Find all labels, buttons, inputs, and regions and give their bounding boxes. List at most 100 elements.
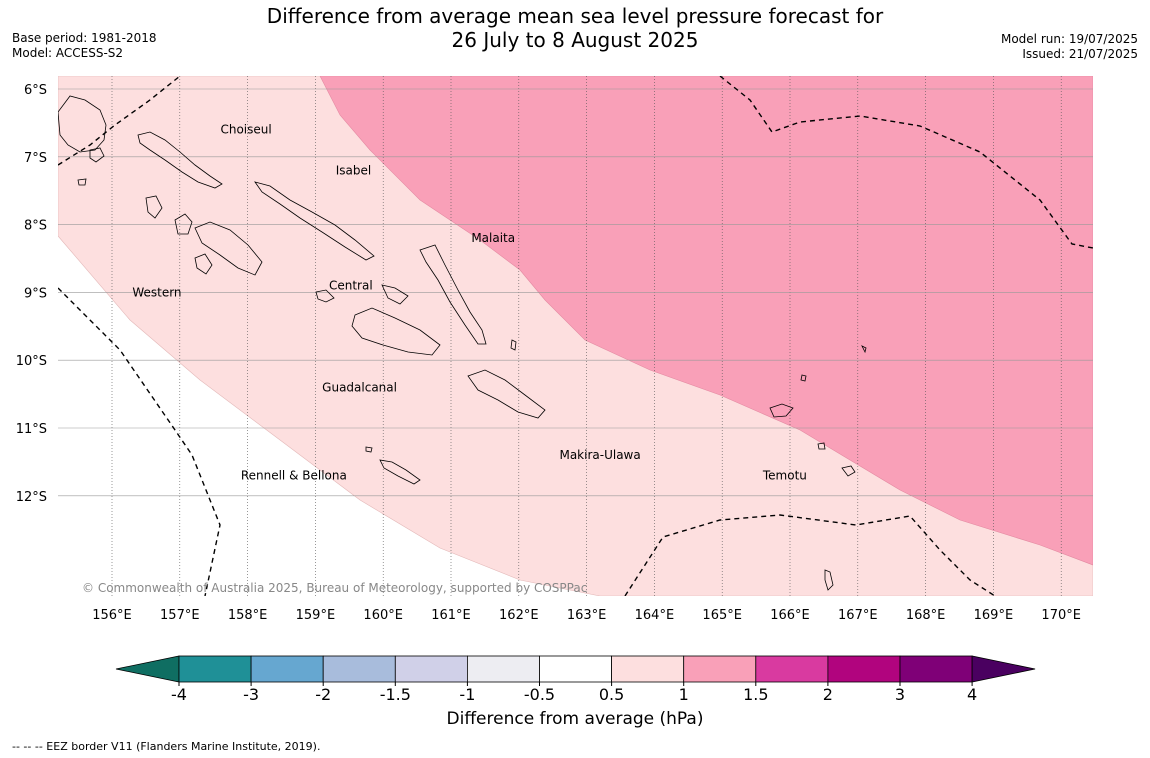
lat-tick-label: 6°S: [24, 83, 47, 98]
colorbar-tick-label: 2: [823, 685, 833, 704]
region-label: Makira-Ulawa: [559, 448, 640, 462]
longitude-labels: 156°E 157°E 158°E 159°E 160°E 161°E 162°E 163°E…: [92, 608, 1081, 623]
island-bougainville: [58, 95, 107, 153]
issued-date: Issued: 21/07/2025: [1022, 47, 1138, 61]
colorbar-tick-label: 1: [679, 685, 689, 704]
island-makira: [467, 369, 546, 419]
lat-tick-label: 7°S: [24, 151, 47, 166]
colorbar-tick-label: -3: [243, 685, 259, 704]
island-vanikoro: [817, 442, 826, 450]
colorbar-tick-label: -0.5: [524, 685, 555, 704]
copyright-notice: © Commonwealth of Australia 2025, Bureau…: [82, 581, 587, 595]
lat-tick-label: 10°S: [16, 354, 47, 369]
island-bellona: [365, 446, 373, 453]
map-area: Choiseul Isabel Malaita Western Central Guada…: [58, 76, 1093, 596]
title-line-1: Difference from average mean sea level p…: [266, 4, 884, 28]
island-ulawa: [510, 339, 517, 351]
colorbar-segment: [178, 655, 252, 683]
island-ndende: [769, 403, 794, 418]
colorbar-segment: [683, 655, 757, 683]
colorbar-segment: [322, 655, 396, 683]
lon-tick-label: 166°E: [770, 608, 810, 623]
eez-border-png-south: [58, 287, 221, 596]
island-russell: [381, 284, 409, 305]
region-labels: Choiseul Isabel Malaita Western Central Guada…: [132, 123, 807, 483]
lon-tick-label: 161°E: [431, 608, 471, 623]
island-choiseul: [137, 131, 223, 189]
eez-legend-note: -- -- -- EEZ border V11 (Flanders Marine…: [12, 740, 321, 753]
island-treasury: [77, 178, 87, 186]
colorbar-segment: [827, 655, 901, 683]
region-label: Isabel: [336, 163, 371, 177]
lon-tick-label: 157°E: [160, 608, 200, 623]
island-new-georgia: [194, 221, 263, 276]
latitude-labels: 6°S 7°S 8°S 9°S 10°S 11°S 12°S: [16, 83, 47, 505]
colorbar-segment: [611, 655, 685, 683]
title-line-2: 26 July to 8 August 2025: [451, 28, 699, 52]
region-label: Central: [329, 279, 373, 293]
lon-tick-label: 158°E: [228, 608, 268, 623]
colorbar-tick-label: 3: [895, 685, 905, 704]
lon-tick-label: 159°E: [296, 608, 336, 623]
island-isabel: [254, 181, 375, 261]
lat-tick-label: 12°S: [16, 490, 47, 505]
region-label: Rennell & Bellona: [241, 468, 347, 482]
colorbar-segment: [539, 655, 612, 683]
map-title: Difference from average mean sea level p…: [0, 4, 1150, 52]
lon-tick-label: 170°E: [1041, 608, 1081, 623]
colorbar-title: Difference from average (hPa): [446, 709, 704, 729]
island-rennell: [379, 459, 421, 485]
colorbar-tick-label: 0.5: [599, 685, 624, 704]
islands: [58, 95, 867, 591]
colorbar-tick-label: 1.5: [743, 685, 768, 704]
run-info: Model run: 19/07/2025 Issued: 21/07/2025: [1001, 32, 1138, 62]
model-run-date: Model run: 19/07/2025: [1000, 32, 1138, 46]
colorbar-tick-label: 4: [967, 685, 977, 704]
island-vella-lavella: [174, 213, 193, 235]
colorbar-tick-label: -2: [315, 685, 331, 704]
island-malaita: [419, 244, 487, 345]
colorbar-extend-high: [971, 655, 1036, 683]
colorbar-segment: [466, 655, 540, 683]
colorbar-segment: [899, 655, 973, 683]
colorbar-tick-label: -1: [459, 685, 475, 704]
region-label: Temotu: [762, 468, 807, 482]
lat-tick-label: 8°S: [24, 219, 47, 234]
colorbar: -4 -3 -2 -1.5 -1 -0.5 0.5 1 1.5 2 3 4: [115, 655, 1036, 704]
island-rendova: [194, 253, 213, 275]
lon-tick-label: 167°E: [838, 608, 878, 623]
lon-tick-label: 165°E: [702, 608, 742, 623]
model-name: Model: ACCESS-S2: [12, 46, 124, 60]
colorbar-segment: [755, 655, 829, 683]
colorbar-tick-label: -1.5: [380, 685, 411, 704]
model-info: Base period: 1981-2018 Model: ACCESS-S2: [12, 31, 157, 61]
colorbar-segment: [250, 655, 324, 683]
colorbar-segment: [394, 655, 468, 683]
region-label: Western: [132, 285, 181, 299]
lon-tick-label: 162°E: [499, 608, 539, 623]
lon-tick-label: 160°E: [363, 608, 403, 623]
eez-border-tuvalu: [719, 76, 1093, 249]
region-label: Guadalcanal: [322, 380, 397, 394]
colorbar-tick-label: -4: [171, 685, 187, 704]
lon-tick-label: 168°E: [906, 608, 946, 623]
lon-tick-label: 164°E: [635, 608, 675, 623]
base-period: Base period: 1981-2018: [12, 31, 157, 45]
lat-tick-label: 11°S: [16, 422, 47, 437]
region-label: Choiseul: [220, 123, 271, 137]
island-utupua: [841, 465, 856, 477]
lon-tick-label: 163°E: [567, 608, 607, 623]
eez-border-vanuatu: [624, 514, 996, 596]
anomaly-band-1-1.5: [319, 76, 1093, 566]
lon-tick-label: 169°E: [974, 608, 1014, 623]
island-florida: [315, 289, 335, 303]
lat-tick-label: 9°S: [24, 286, 47, 301]
eez-borders: [58, 76, 1093, 596]
island-shortland: [89, 147, 105, 163]
island-tikopia: [824, 569, 834, 591]
colorbar-extend-low: [115, 655, 180, 683]
island-reef-islands: [800, 374, 807, 382]
island-duff: [861, 345, 867, 354]
lon-tick-label: 156°E: [92, 608, 132, 623]
